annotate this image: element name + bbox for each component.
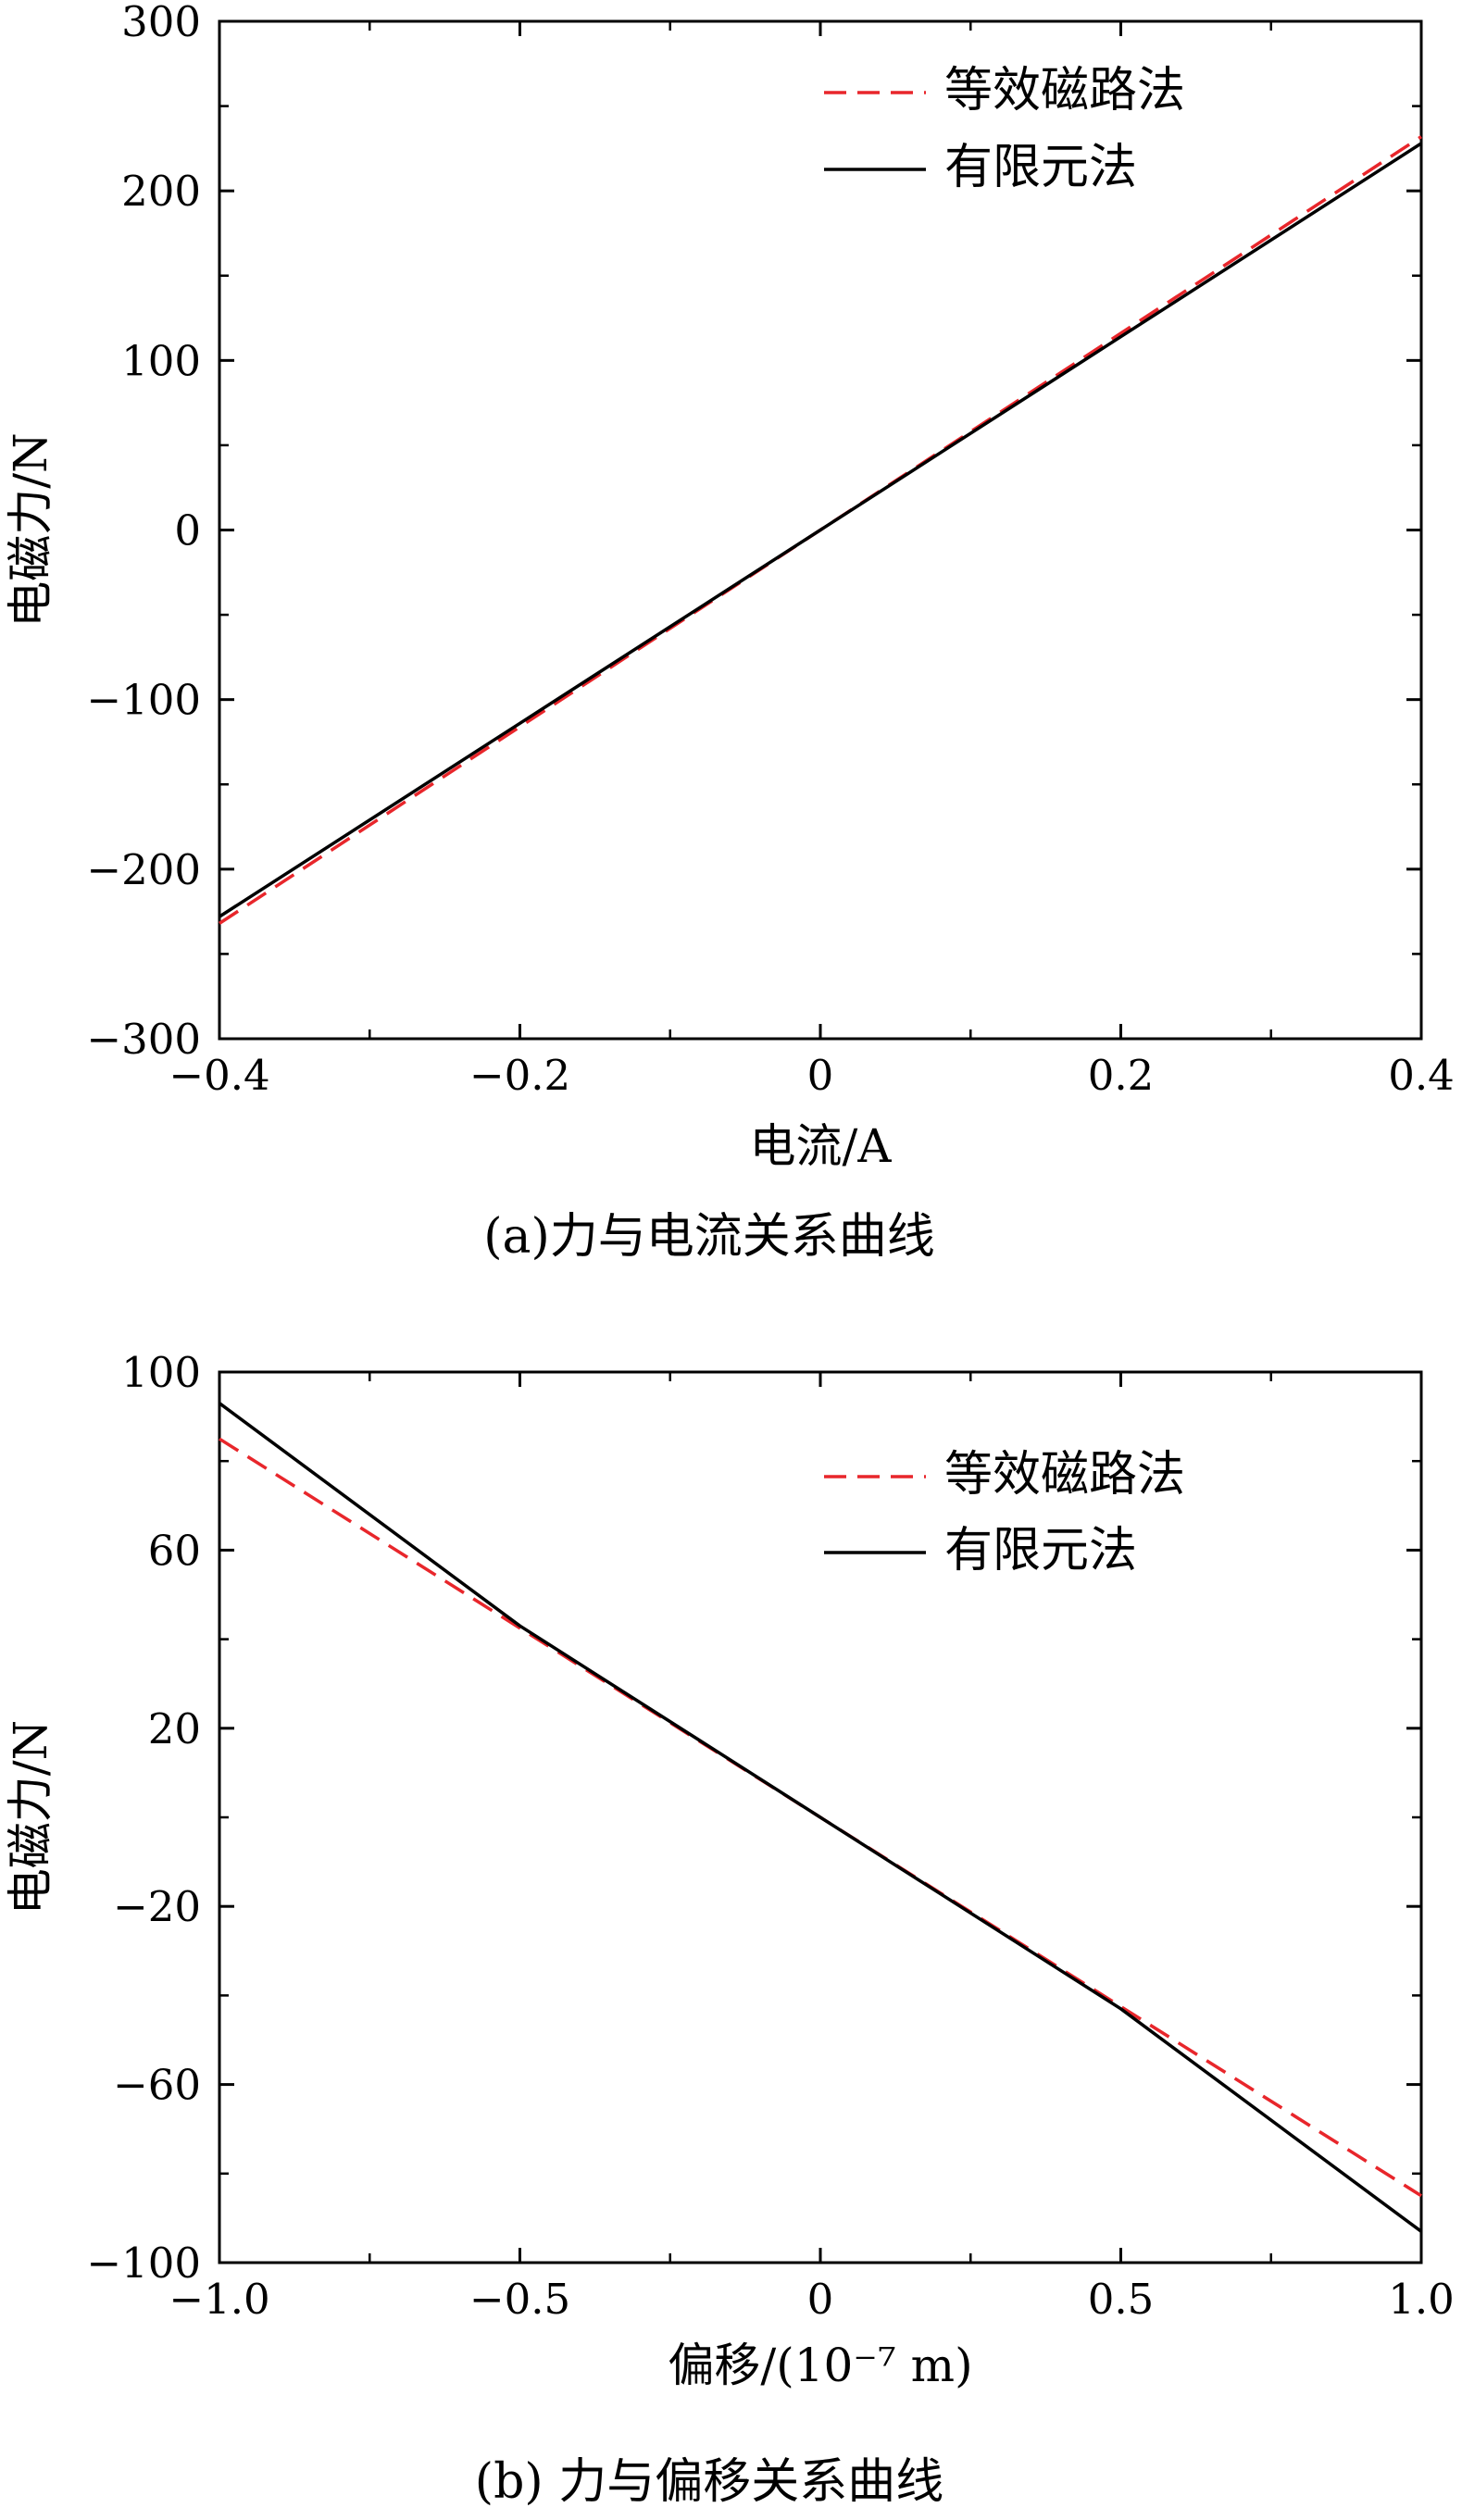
y-tick-label: −300 (86, 1015, 201, 1064)
figure-caption: (a)力与电流关系曲线 (483, 1209, 935, 1265)
x-tick-label: 0.5 (1088, 2275, 1155, 2324)
series-line-1 (219, 142, 1422, 918)
y-tick-label: −100 (86, 2239, 201, 2288)
y-axis-label: 电磁力/N (4, 1720, 57, 1915)
y-tick-label: −200 (86, 845, 201, 894)
y-tick-label: 20 (148, 1704, 201, 1753)
x-tick-label: 0.2 (1088, 1051, 1155, 1100)
chart-b: −1.0 −0.5 0 0.5 1.0 −100 −60 −20 20 60 100 偏移/(10⁻⁷… (4, 1348, 1455, 2510)
x-tick-label: −0.5 (469, 2275, 570, 2324)
x-tick-label: 1.0 (1388, 2275, 1455, 2324)
y-tick-label: 100 (121, 336, 201, 385)
x-tick-label: −1.0 (169, 2275, 269, 2324)
y-tick-label: −60 (113, 2061, 201, 2110)
legend-label-1: 有限元法 (944, 140, 1137, 195)
y-tick-label: 60 (148, 1526, 201, 1575)
y-tick-label: −20 (113, 1882, 201, 1931)
legend-label-0: 等效磁路法 (944, 63, 1185, 119)
x-tick-label: −0.2 (469, 1051, 570, 1100)
figure-caption: (b) 力与偏移关系曲线 (475, 2454, 943, 2510)
x-tick-label: 0.4 (1388, 1051, 1455, 1100)
y-tick-label: 0 (174, 506, 201, 555)
legend-label-0: 等效磁路法 (944, 1447, 1185, 1503)
x-tick-label: −0.4 (169, 1051, 269, 1100)
y-tick-label: 100 (121, 1348, 201, 1397)
x-tick-label: 0 (807, 2275, 834, 2324)
chart-a: −0.4 −0.2 0 0.2 0.4 −300 −200 −100 0 100 200 300 电流/… (4, 0, 1455, 1265)
y-tick-label: 300 (121, 0, 201, 46)
y-tick-label: 200 (121, 167, 201, 216)
y-tick-label: −100 (86, 676, 201, 725)
series-line-1 (218, 1402, 1423, 2233)
x-axis-label: 电流/A (750, 1119, 893, 1173)
x-tick-label: 0 (807, 1051, 834, 1100)
legend-label-1: 有限元法 (944, 1523, 1137, 1578)
y-axis-label: 电磁力/N (4, 432, 57, 628)
x-axis-label: 偏移/(10⁻⁷ m) (668, 2339, 972, 2392)
